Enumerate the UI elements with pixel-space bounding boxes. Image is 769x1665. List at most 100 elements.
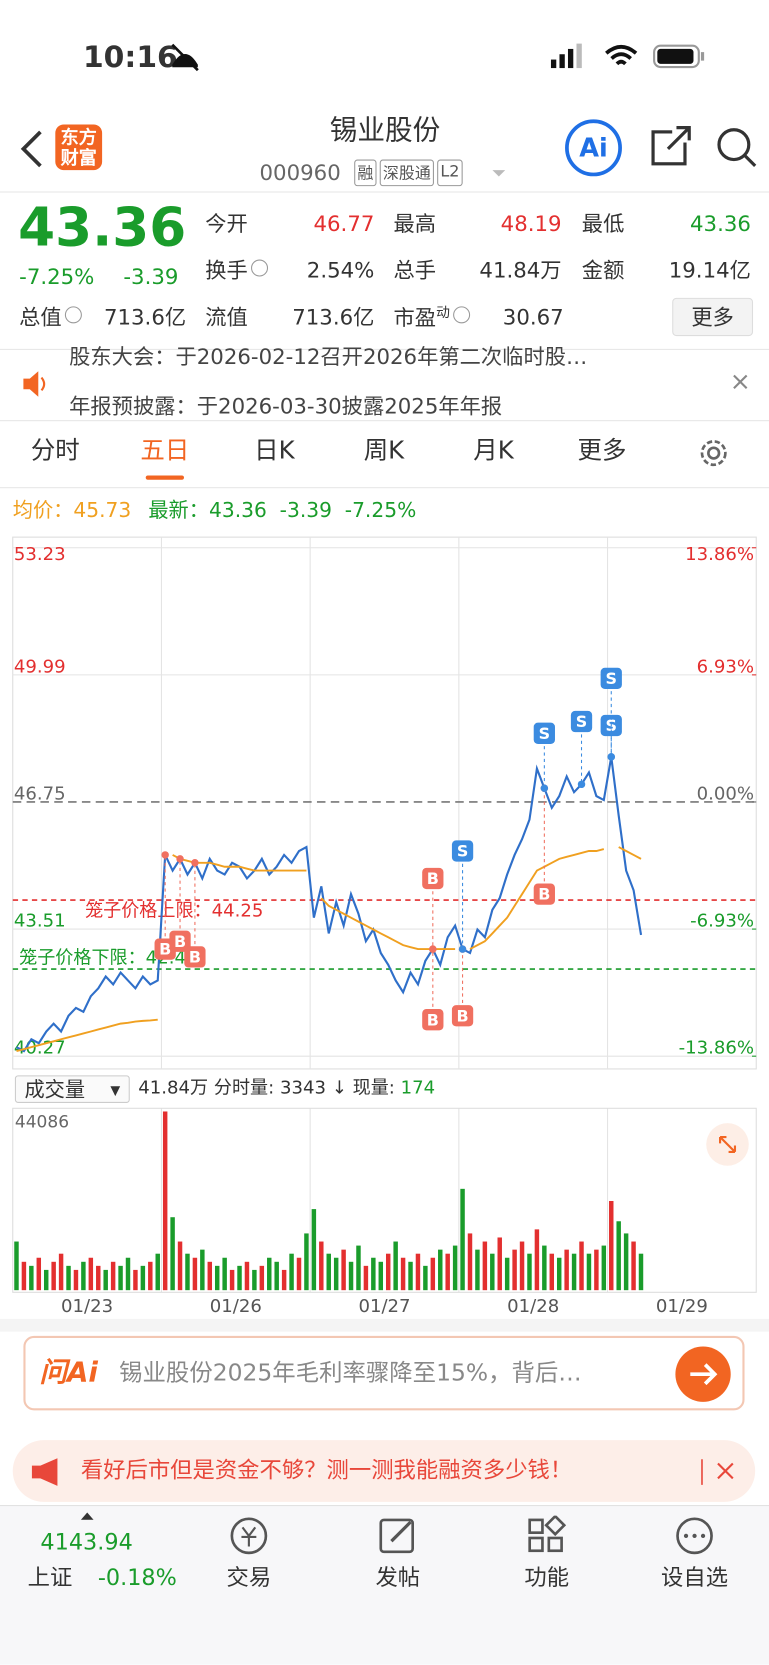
volume-bar bbox=[155, 1253, 160, 1291]
marker-badge bbox=[451, 840, 474, 862]
marker-label: B bbox=[189, 947, 201, 966]
volume-bar bbox=[475, 1249, 480, 1291]
volume-bar bbox=[564, 1249, 569, 1291]
ai-button[interactable]: Ai bbox=[579, 132, 608, 163]
ai-logo: 问Ai bbox=[39, 1357, 98, 1390]
volume-dropdown[interactable]: 成交量 ▼ bbox=[14, 1075, 130, 1103]
volume-bar bbox=[356, 1245, 361, 1291]
more-button[interactable]: 更多 bbox=[672, 297, 754, 337]
stat-label: 总手 bbox=[393, 257, 437, 283]
volume-bar bbox=[408, 1261, 413, 1291]
volume-bar bbox=[200, 1249, 205, 1291]
marker-badge bbox=[533, 883, 555, 905]
stat-label: 市盈动 bbox=[394, 306, 471, 328]
status-icons bbox=[171, 43, 705, 72]
tags: 融 深股通 L2 bbox=[354, 159, 463, 187]
tab[interactable]: 周K bbox=[363, 437, 405, 465]
volume-bar bbox=[393, 1241, 398, 1291]
nav-item[interactable]: 功能 bbox=[524, 1564, 570, 1591]
volume-bar bbox=[207, 1261, 213, 1291]
y-tick-label: 46.75 bbox=[14, 784, 66, 805]
marker-label: S bbox=[539, 724, 550, 743]
notice: 年报预披露：于2026-03-30披露2025年年报 bbox=[69, 393, 503, 420]
marker-dot bbox=[191, 859, 199, 867]
volume-bar bbox=[237, 1265, 242, 1291]
tag: L2 bbox=[437, 159, 463, 187]
volume-now-label: 现量: bbox=[352, 1077, 401, 1099]
tab-underline bbox=[145, 475, 185, 480]
volume-bar bbox=[296, 1257, 302, 1291]
info-icon bbox=[64, 306, 82, 324]
tab[interactable]: 分时 bbox=[30, 437, 80, 465]
volume-bar bbox=[96, 1265, 101, 1291]
volume-bar bbox=[66, 1265, 71, 1291]
volume-bar bbox=[497, 1237, 502, 1291]
marker-dot bbox=[607, 753, 615, 761]
volume-bar bbox=[14, 1241, 19, 1291]
volume-bar bbox=[133, 1269, 138, 1291]
volume-bar bbox=[527, 1253, 532, 1291]
ai-send[interactable] bbox=[674, 1345, 731, 1402]
volume-bar bbox=[333, 1257, 339, 1291]
volume-bar bbox=[140, 1265, 146, 1291]
x-tick-label: 01/28 bbox=[507, 1296, 559, 1317]
y2-tick-label: 6.93% bbox=[697, 656, 754, 677]
volume-bar bbox=[556, 1257, 562, 1291]
x-tick-label: 01/29 bbox=[656, 1296, 708, 1317]
volume-now: 174 bbox=[400, 1077, 436, 1099]
banner-icons bbox=[31, 1458, 734, 1486]
marker-label: S bbox=[457, 842, 468, 861]
volume-bar bbox=[371, 1257, 376, 1291]
y2-tick-label: 13.86% bbox=[685, 544, 754, 565]
marker-dot bbox=[161, 851, 169, 859]
nav-item[interactable]: 设自选 bbox=[661, 1564, 729, 1591]
volume-bar bbox=[162, 1111, 168, 1291]
latest-label: 最新： bbox=[148, 498, 209, 523]
volume-bar bbox=[81, 1261, 86, 1291]
stat-value: 41.84万 bbox=[479, 257, 562, 283]
marker-dot bbox=[176, 855, 184, 863]
tab[interactable]: 月K bbox=[473, 437, 514, 465]
index-value: 4143.94 bbox=[40, 1529, 133, 1556]
y-tick-label: 43.51 bbox=[14, 911, 66, 932]
volume-bar bbox=[519, 1241, 525, 1291]
volume-info: 41.84万 分时量: 3343 ↓ 现量: 174 bbox=[138, 1077, 436, 1099]
marker-label: S bbox=[606, 669, 617, 688]
logo: 东方财富 bbox=[60, 127, 97, 170]
price: 43.36 bbox=[18, 196, 187, 259]
volume-bar bbox=[229, 1269, 235, 1291]
marker-badge bbox=[422, 867, 444, 890]
y2-tick-label: -6.93% bbox=[690, 911, 754, 932]
series-line bbox=[15, 756, 643, 1053]
change: -3.39 bbox=[123, 263, 179, 290]
ai-box[interactable] bbox=[23, 1335, 745, 1411]
expand-button[interactable] bbox=[705, 1122, 750, 1167]
volume-bar bbox=[445, 1253, 450, 1291]
volume-bar bbox=[348, 1261, 354, 1291]
volume-bar bbox=[638, 1253, 644, 1291]
tab[interactable]: 日K bbox=[254, 437, 295, 465]
avg-label: 均价： bbox=[12, 498, 74, 523]
tab[interactable]: 更多 bbox=[577, 437, 627, 465]
stat-label: 换手 bbox=[205, 260, 269, 281]
nav-item[interactable]: 交易 bbox=[226, 1564, 272, 1591]
x-tick-label: 01/23 bbox=[61, 1296, 113, 1317]
volume-bar bbox=[148, 1261, 153, 1291]
volume-bar bbox=[423, 1265, 428, 1291]
marker-badge bbox=[600, 667, 622, 690]
volume-bar bbox=[430, 1257, 436, 1291]
settings-icon[interactable] bbox=[697, 436, 731, 470]
volume-bar bbox=[594, 1249, 599, 1291]
volume-bar bbox=[259, 1265, 265, 1291]
volume-bar bbox=[460, 1188, 465, 1291]
nav-item[interactable]: 发帖 bbox=[375, 1564, 421, 1591]
volume-bar bbox=[579, 1241, 584, 1291]
banner[interactable] bbox=[12, 1440, 756, 1502]
volume-bar bbox=[326, 1253, 331, 1291]
marker-badge bbox=[169, 930, 191, 952]
volume-bar bbox=[244, 1261, 250, 1291]
tab[interactable]: 五日 bbox=[140, 437, 190, 465]
volume-bar bbox=[452, 1245, 458, 1291]
volume-bar bbox=[43, 1269, 49, 1291]
